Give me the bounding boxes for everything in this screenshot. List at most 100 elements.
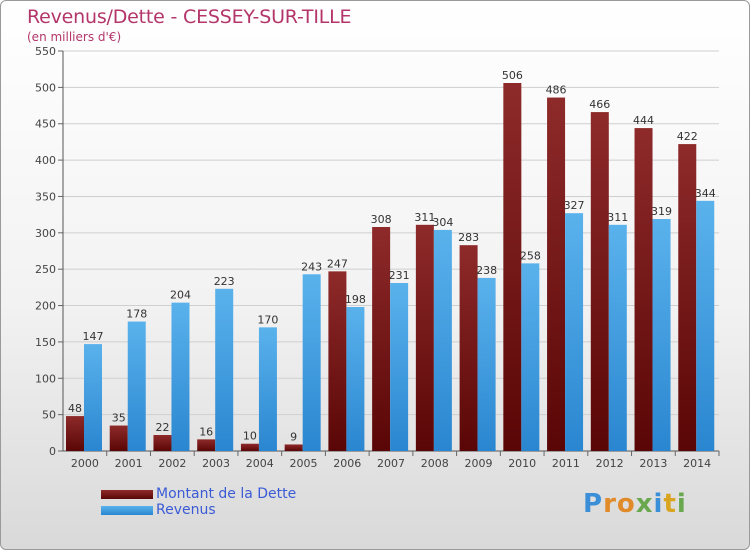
y-tick-label: 350 (35, 190, 56, 203)
data-label-revenus: 319 (651, 205, 672, 218)
data-label-dette: 283 (458, 231, 479, 244)
data-label-revenus: 170 (257, 313, 278, 326)
x-tick-label: 2013 (639, 457, 667, 470)
y-tick-label: 150 (35, 336, 56, 349)
bar-revenus[interactable] (215, 288, 234, 451)
bar-revenus[interactable] (565, 213, 584, 451)
y-tick-label: 500 (35, 81, 56, 94)
x-tick-label: 2002 (158, 457, 186, 470)
bar-dette[interactable] (240, 443, 259, 451)
bar-dette[interactable] (197, 439, 216, 451)
x-tick-label: 2011 (552, 457, 580, 470)
legend-swatch-revenus (101, 506, 153, 515)
logo-letter: P (583, 489, 604, 519)
bar-revenus[interactable] (652, 219, 671, 451)
x-tick-label: 2006 (333, 457, 361, 470)
bar-dette[interactable] (284, 444, 303, 451)
data-label-revenus: 243 (301, 260, 322, 273)
x-tick-label: 2012 (596, 457, 624, 470)
y-tick-label: 100 (35, 372, 56, 385)
bar-dette[interactable] (415, 224, 434, 451)
bar-dette[interactable] (503, 83, 522, 451)
bar-revenus[interactable] (390, 283, 409, 451)
bar-revenus[interactable] (302, 274, 321, 451)
bar-dette[interactable] (153, 435, 172, 451)
bar-revenus[interactable] (521, 263, 540, 451)
y-tick-label: 200 (35, 300, 56, 313)
bar-revenus[interactable] (696, 200, 715, 451)
chart-title: Revenus/Dette - CESSEY-SUR-TILLE (27, 6, 352, 28)
bar-revenus[interactable] (258, 327, 277, 451)
data-label-revenus: 198 (345, 293, 366, 306)
data-label-dette: 422 (677, 130, 698, 143)
logo-letter: i (676, 489, 687, 519)
x-tick-label: 2001 (115, 457, 143, 470)
data-label-dette: 311 (414, 211, 435, 224)
data-label-revenus: 147 (83, 330, 104, 343)
x-tick-label: 2005 (290, 457, 318, 470)
data-label-revenus: 304 (432, 216, 453, 229)
bar-revenus[interactable] (127, 321, 146, 451)
logo-letter: r (603, 489, 617, 519)
bar-revenus[interactable] (346, 307, 365, 451)
x-tick-label: 2004 (246, 457, 274, 470)
y-tick-label: 300 (35, 227, 56, 240)
data-label-dette: 444 (633, 114, 654, 127)
chart-subtitle: (en milliers d'€) (27, 30, 122, 44)
y-tick-label: 450 (35, 118, 56, 131)
bar-dette[interactable] (328, 271, 347, 451)
x-tick-label: 2003 (202, 457, 230, 470)
bar-revenus[interactable] (171, 302, 190, 451)
data-label-revenus: 178 (126, 308, 147, 321)
bar-dette[interactable] (459, 245, 478, 451)
bar-dette[interactable] (678, 144, 697, 451)
bar-dette[interactable] (590, 112, 609, 451)
x-tick-label: 2010 (508, 457, 536, 470)
data-label-revenus: 238 (476, 264, 497, 277)
x-tick-label: 2014 (683, 457, 711, 470)
data-label-revenus: 231 (389, 269, 410, 282)
bar-dette[interactable] (372, 227, 391, 451)
logo-letter: i (653, 489, 664, 519)
data-label-dette: 16 (199, 425, 213, 438)
bar-dette[interactable] (634, 128, 653, 451)
data-label-dette: 48 (68, 402, 82, 415)
proxiti-logo: Proxiti (583, 489, 687, 519)
y-tick-label: 400 (35, 154, 56, 167)
data-label-dette: 9 (290, 430, 297, 443)
data-label-revenus: 258 (520, 249, 541, 262)
x-tick-label: 2007 (377, 457, 405, 470)
x-tick-label: 2008 (421, 457, 449, 470)
legend-label-revenus: Revenus (156, 502, 216, 518)
x-tick-label: 2000 (71, 457, 99, 470)
data-label-dette: 35 (112, 412, 126, 425)
data-label-revenus: 311 (607, 211, 628, 224)
y-tick-label: 250 (35, 263, 56, 276)
data-label-revenus: 223 (214, 275, 235, 288)
bar-revenus[interactable] (608, 224, 627, 451)
logo-letter: o (616, 489, 636, 519)
bar-dette[interactable] (109, 425, 128, 451)
bar-dette[interactable] (66, 416, 84, 451)
bar-dette[interactable] (547, 97, 566, 451)
data-label-revenus: 327 (564, 199, 585, 212)
bar-revenus[interactable] (477, 277, 496, 451)
bar-revenus[interactable] (433, 229, 452, 451)
legend-label-dette: Montant de la Dette (156, 486, 297, 502)
data-label-revenus: 204 (170, 289, 191, 302)
x-tick-label: 2009 (464, 457, 492, 470)
data-label-dette: 308 (371, 213, 392, 226)
bar-revenus[interactable] (84, 344, 102, 451)
data-label-dette: 247 (327, 257, 348, 270)
logo-letter: t (663, 489, 677, 519)
data-label-revenus: 344 (695, 187, 716, 200)
data-label-dette: 486 (546, 84, 567, 97)
data-label-dette: 466 (589, 98, 610, 111)
logo-letter: x (635, 489, 654, 519)
y-tick-label: 0 (49, 445, 56, 458)
data-label-dette: 22 (155, 421, 169, 434)
data-label-dette: 506 (502, 69, 523, 82)
legend-swatch-dette (101, 490, 153, 499)
